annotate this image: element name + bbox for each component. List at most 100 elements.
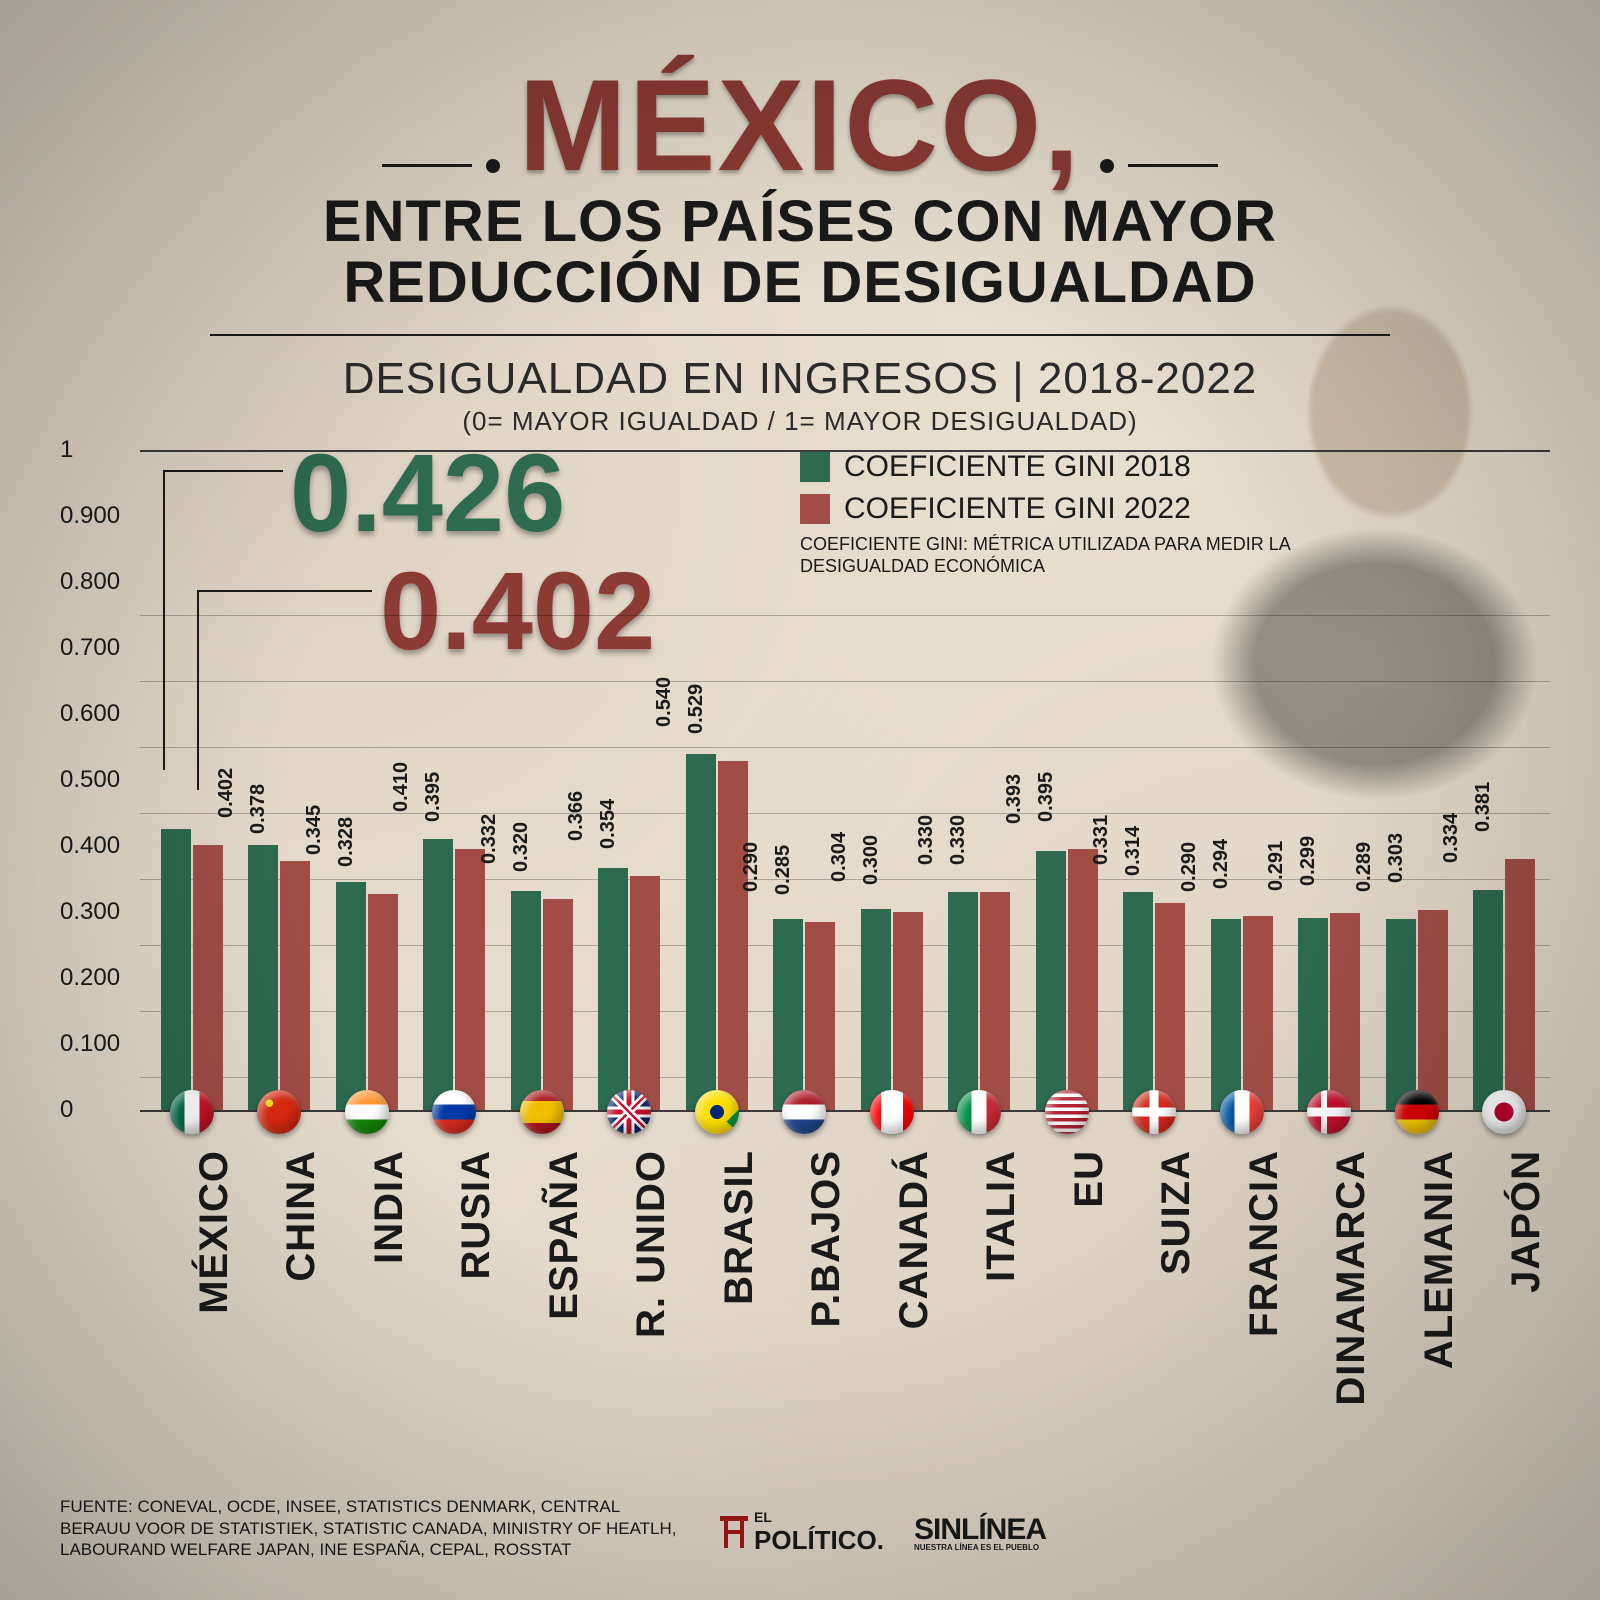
- bar-2022: 0.299: [1330, 913, 1360, 1110]
- bar-value-label: 0.289: [1353, 842, 1376, 892]
- logo-elpolitico-big: POLÍTICO.: [754, 1525, 884, 1556]
- bar-value-label: 0.300: [860, 835, 883, 885]
- sources-label: FUENTE:: [60, 1497, 133, 1516]
- bar-2022: 0.303: [1418, 910, 1448, 1110]
- bar-pair: 0.4020.378: [236, 450, 324, 1110]
- bar-2018: 0.290: [1211, 919, 1241, 1110]
- sources-footer: FUENTE: CONEVAL, OCDE, INSEE, STATISTICS…: [60, 1496, 680, 1560]
- bar-value-label: 0.290: [740, 842, 763, 892]
- x-axis-label: CANADÁ: [848, 1150, 936, 1370]
- title-dot-left: [486, 159, 500, 173]
- bar-value-label: 0.381: [1472, 781, 1495, 831]
- bar-pair: 0.4100.395: [411, 450, 499, 1110]
- x-axis-label: RUSIA: [411, 1150, 499, 1370]
- x-axis-label: ESPAÑA: [498, 1150, 586, 1370]
- bar-2018: 0.334: [1473, 890, 1503, 1110]
- bar-2018: 0.366: [598, 868, 628, 1110]
- bar-value-label: 0.285: [772, 845, 795, 895]
- x-axis-label: EU: [1023, 1150, 1111, 1370]
- flag-icon: [695, 1090, 739, 1134]
- bar-value-label: 0.402: [215, 768, 238, 818]
- bar-2022: 0.378: [280, 861, 310, 1110]
- title-underline: [210, 334, 1390, 336]
- flag-icon: [782, 1090, 826, 1134]
- title-main: MÉXICO,: [519, 50, 1082, 200]
- bar-2018: 0.304: [861, 909, 891, 1110]
- bar-2018: 0.402: [248, 845, 278, 1110]
- bar-2018: 0.393: [1036, 851, 1066, 1110]
- x-axis-label: JAPÓN: [1461, 1150, 1549, 1370]
- flag-icon: [957, 1090, 1001, 1134]
- bar-value-label: 0.345: [303, 805, 326, 855]
- flag-icon: [607, 1090, 651, 1134]
- x-axis-label: SUIZA: [1111, 1150, 1199, 1370]
- x-axis-label: MÉXICO: [148, 1150, 236, 1370]
- title-rule-left: [382, 164, 472, 167]
- y-tick: 0.500: [60, 766, 120, 794]
- y-tick: 0.600: [60, 700, 120, 728]
- bar-value-label: 0.290: [1178, 842, 1201, 892]
- bar-2018: [161, 829, 191, 1110]
- flag-icon: [1307, 1090, 1351, 1134]
- bar-2022: [193, 845, 223, 1110]
- bar-2022: 0.395: [1068, 849, 1098, 1110]
- bar-2022: 0.354: [630, 876, 660, 1110]
- flag-icon: [432, 1090, 476, 1134]
- flag-icon: [520, 1090, 564, 1134]
- logo-elpolitico-small: EL: [754, 1509, 884, 1525]
- bar-value-label: 0.378: [247, 783, 270, 833]
- bar-value-label: 0.299: [1297, 836, 1320, 886]
- bar-2018: 0.332: [511, 891, 541, 1110]
- bar-value-label: 0.330: [915, 815, 938, 865]
- bar-value-label: 0.330: [947, 815, 970, 865]
- y-tick: 0.700: [60, 634, 120, 662]
- flag-icon: [1132, 1090, 1176, 1134]
- bar-value-label: 0.354: [597, 799, 620, 849]
- title-rule-right: [1128, 164, 1218, 167]
- x-axis-label: CHINA: [236, 1150, 324, 1370]
- x-axis-label: ITALIA: [936, 1150, 1024, 1370]
- bar-pair: 0.2890.303: [1373, 450, 1461, 1110]
- y-tick: 0.200: [60, 964, 120, 992]
- bar-value-label: 0.540: [653, 677, 676, 727]
- y-tick: 0.900: [60, 502, 120, 530]
- x-axis-label: BRASIL: [673, 1150, 761, 1370]
- flag-icon: [257, 1090, 301, 1134]
- bar-pair: 0.5400.529: [673, 450, 761, 1110]
- y-tick: 0.300: [60, 898, 120, 926]
- flag-icon: [170, 1090, 214, 1134]
- bar-pair: 0.3310.314: [1111, 450, 1199, 1110]
- flag-icon: [1220, 1090, 1264, 1134]
- bar-2022: 0.320: [543, 899, 573, 1110]
- x-axis-label: DINAMARCA: [1286, 1150, 1374, 1370]
- bar-value-label: 0.303: [1385, 833, 1408, 883]
- bar-2022: 0.294: [1243, 916, 1273, 1110]
- y-tick: 0.800: [60, 568, 120, 596]
- bar-value-label: 0.314: [1122, 826, 1145, 876]
- y-tick: 0: [60, 1096, 73, 1124]
- logo-sinlinea-text: SINLÍNEA: [914, 1513, 1046, 1546]
- bar-value-label: 0.332: [478, 814, 501, 864]
- logo-elpolitico-icon: [720, 1516, 748, 1550]
- bar-value-label: 0.410: [390, 762, 413, 812]
- x-axis-label: R. UNIDO: [586, 1150, 674, 1370]
- bar-2022: 0.330: [980, 892, 1010, 1110]
- bar-2022: 0.328: [368, 894, 398, 1110]
- flag-icon: [1045, 1090, 1089, 1134]
- bar-pair: 0.2910.299: [1286, 450, 1374, 1110]
- bar-2022: 0.529: [718, 761, 748, 1110]
- title-sub-2: REDUCCIÓN DE DESIGUALDAD: [0, 249, 1600, 316]
- bar-value-label: 0.331: [1090, 814, 1113, 864]
- bar-value-label: 0.294: [1210, 839, 1233, 889]
- logos: EL POLÍTICO. SINLÍNEA NUESTRA LÍNEA ES E…: [720, 1509, 1046, 1556]
- bar-2018: 0.290: [773, 919, 803, 1110]
- bar-2018: 0.291: [1298, 918, 1328, 1110]
- bar-2022: 0.285: [805, 922, 835, 1110]
- bar-value-label: 0.393: [1003, 774, 1026, 824]
- subtitle-block: DESIGUALDAD EN INGRESOS | 2018-2022 (0= …: [0, 354, 1600, 437]
- x-axis-label: INDIA: [323, 1150, 411, 1370]
- title-block: MÉXICO, ENTRE LOS PAÍSES CON MAYOR REDUC…: [0, 0, 1600, 336]
- bar-pair: 0.2900.294: [1198, 450, 1286, 1110]
- logo-elpolitico: EL POLÍTICO.: [720, 1509, 884, 1556]
- bar-pair: 0.3930.395: [1023, 450, 1111, 1110]
